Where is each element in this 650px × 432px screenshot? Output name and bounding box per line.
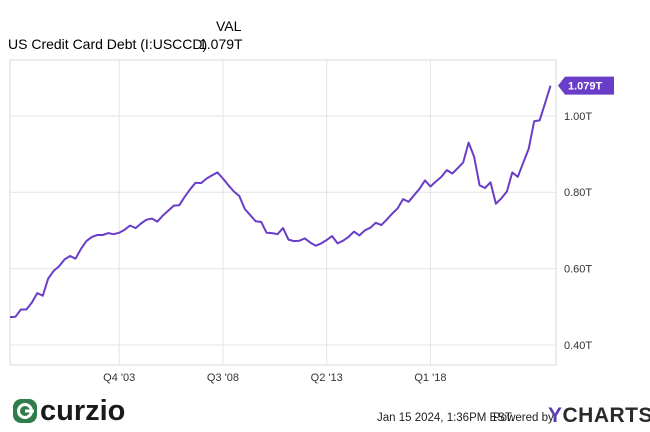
last-value-marker: 1.079T <box>558 76 614 95</box>
x-tick-label: Q4 '03 <box>103 372 135 384</box>
curzio-logo-text: curzio <box>40 394 126 427</box>
series-line <box>9 85 552 319</box>
timestamp: Jan 15 2024, 1:36PM EST. <box>377 412 514 424</box>
ycharts-logo-y: Y <box>548 404 563 427</box>
chart-header: VAL US Credit Card Debt (I:USCCD) 1.079T <box>0 0 650 60</box>
x-tick-label: Q2 '13 <box>311 372 343 384</box>
value-column-header: VAL <box>216 18 242 34</box>
y-tick-label: 0.40T <box>564 340 592 352</box>
ycharts-logo-text: CHARTS <box>562 404 650 427</box>
y-axis: 0.40T 0.60T 0.80T 1.00T <box>564 111 592 352</box>
y-tick-label: 1.00T <box>564 111 592 123</box>
x-tick-label: Q1 '18 <box>414 372 446 384</box>
y-tick-label: 0.60T <box>564 264 592 276</box>
curzio-logo-icon <box>13 399 37 423</box>
series-latest-value: 1.079T <box>199 36 243 52</box>
ycharts-logo[interactable]: YCHARTS <box>548 404 650 428</box>
curzio-logo: curzio <box>12 394 126 427</box>
powered-by-label: Powered by <box>493 412 554 424</box>
last-value-label: 1.079T <box>568 81 603 93</box>
last-value-tag <box>558 76 614 95</box>
plot-area <box>9 59 557 366</box>
gridlines <box>10 60 556 365</box>
series-name: US Credit Card Debt (I:USCCD) <box>8 36 208 52</box>
x-tick-label: Q3 '08 <box>207 372 239 384</box>
x-axis: Q4 '03 Q3 '08 Q2 '13 Q1 '18 <box>103 372 446 384</box>
y-tick-label: 0.80T <box>564 187 592 199</box>
